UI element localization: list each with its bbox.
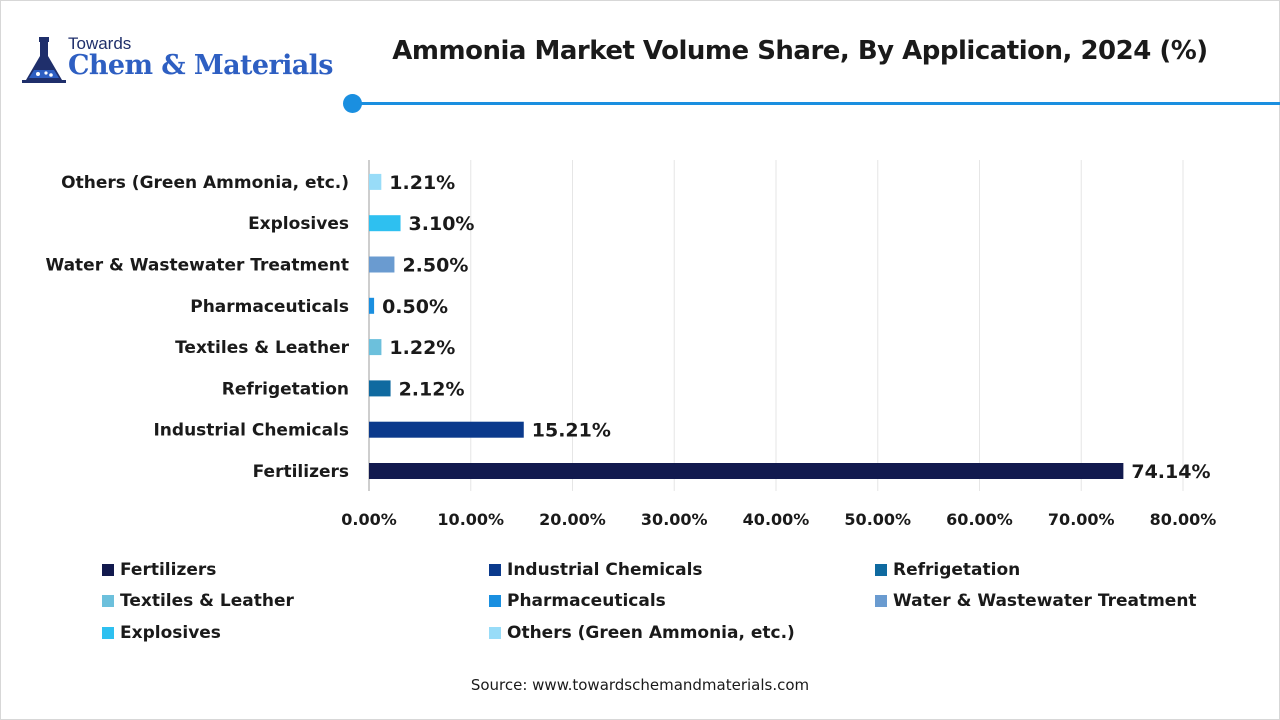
category-label: Fertilizers xyxy=(253,462,349,482)
x-tick-label: 70.00% xyxy=(1048,510,1115,529)
value-label: 1.21% xyxy=(389,172,455,194)
title-underline xyxy=(353,102,1280,105)
flask-logo-icon xyxy=(22,37,66,83)
legend-item: Refrigetation xyxy=(875,558,1020,582)
legend-swatch xyxy=(875,564,887,576)
legend-label: Industrial Chemicals xyxy=(507,560,703,580)
logo-text-main: Chem & Materials xyxy=(68,50,334,81)
bar xyxy=(369,173,382,190)
value-label: 2.12% xyxy=(399,378,465,400)
value-label: 2.50% xyxy=(402,255,468,277)
legend-label: Water & Wastewater Treatment xyxy=(893,591,1197,611)
category-label: Refrigetation xyxy=(222,379,349,399)
bar xyxy=(369,297,375,314)
x-tick-label: 60.00% xyxy=(946,510,1013,529)
category-label: Water & Wastewater Treatment xyxy=(45,256,349,276)
bar xyxy=(369,380,391,397)
legend-swatch xyxy=(102,627,114,639)
chart-legend: Fertilizers Industrial Chemicals Refrigeta… xyxy=(102,558,1222,654)
x-tick-label: 10.00% xyxy=(437,510,504,529)
legend-item: Industrial Chemicals xyxy=(489,558,703,582)
value-label: 1.22% xyxy=(389,337,455,359)
logo-text-top: Towards xyxy=(68,34,132,53)
legend-swatch xyxy=(875,595,887,607)
title-underline-dot xyxy=(343,94,362,113)
x-tick-label: 80.00% xyxy=(1150,510,1217,529)
x-tick-label: 40.00% xyxy=(743,510,810,529)
legend-swatch xyxy=(489,564,501,576)
bar xyxy=(369,215,401,232)
legend-label: Textiles & Leather xyxy=(120,591,294,611)
value-label: 0.50% xyxy=(382,296,448,318)
x-tick-label: 30.00% xyxy=(641,510,708,529)
x-tick-label: 50.00% xyxy=(844,510,911,529)
category-label: Others (Green Ammonia, etc.) xyxy=(61,173,349,193)
x-tick-label: 20.00% xyxy=(539,510,606,529)
chart-title: Ammonia Market Volume Share, By Applicat… xyxy=(392,36,1208,66)
value-label: 74.14% xyxy=(1131,461,1210,483)
legend-label: Others (Green Ammonia, etc.) xyxy=(507,623,795,643)
source-note: Source: www.towardschemandmaterials.com xyxy=(470,676,810,694)
brand-logo: Towards Chem & Materials xyxy=(22,34,342,90)
legend-item: Pharmaceuticals xyxy=(489,589,666,613)
legend-label: Fertilizers xyxy=(120,560,217,580)
legend-swatch xyxy=(489,627,501,639)
legend-item: Water & Wastewater Treatment xyxy=(875,589,1197,613)
legend-label: Refrigetation xyxy=(893,560,1021,580)
bar xyxy=(369,339,382,356)
legend-label: Pharmaceuticals xyxy=(507,591,666,611)
category-label: Industrial Chemicals xyxy=(153,421,349,441)
legend-swatch xyxy=(102,564,114,576)
bar xyxy=(369,256,395,273)
category-label: Textiles & Leather xyxy=(175,338,350,358)
bar xyxy=(369,421,524,438)
legend-item: Fertilizers xyxy=(102,558,216,582)
x-tick-label: 0.00% xyxy=(341,510,397,529)
legend-label: Explosives xyxy=(120,623,221,643)
legend-swatch xyxy=(489,595,501,607)
value-label: 3.10% xyxy=(409,213,475,235)
category-label: Explosives xyxy=(248,214,349,234)
category-label: Pharmaceuticals xyxy=(190,297,349,317)
legend-item: Textiles & Leather xyxy=(102,589,294,613)
value-label: 15.21% xyxy=(532,420,611,442)
legend-item: Explosives xyxy=(102,621,221,645)
legend-item: Others (Green Ammonia, etc.) xyxy=(489,621,795,645)
bar xyxy=(369,463,1124,479)
legend-swatch xyxy=(102,595,114,607)
